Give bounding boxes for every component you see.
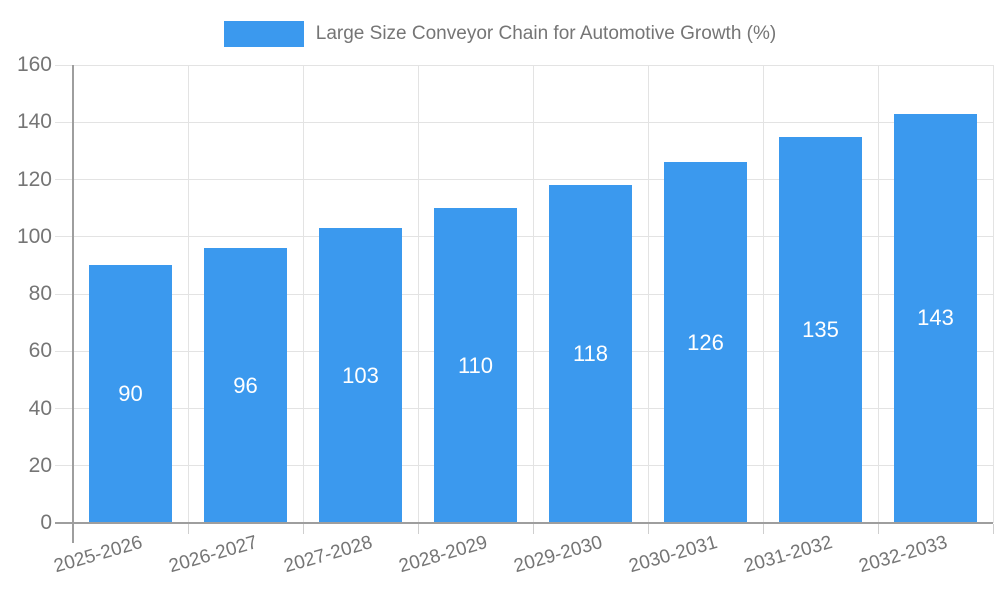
x-gridline	[992, 65, 994, 523]
y-axis-tick-label: 100	[16, 224, 52, 248]
y-gridline	[55, 64, 993, 66]
y-gridline	[55, 236, 993, 238]
x-gridline	[762, 65, 764, 523]
y-axis-tick-label: 120	[16, 167, 52, 191]
bar[interactable]: 143	[894, 113, 977, 523]
y-axis-tick-label: 60	[28, 339, 52, 363]
bar[interactable]: 110	[434, 208, 517, 523]
x-gridline	[417, 65, 419, 523]
bar[interactable]: 118	[549, 185, 632, 523]
bar-value-label: 135	[802, 316, 839, 342]
bar-value-label: 126	[687, 329, 724, 355]
x-axis-tick	[302, 524, 304, 534]
bar-value-label: 90	[118, 381, 143, 407]
x-axis-tick	[532, 524, 534, 534]
x-gridline	[532, 65, 534, 523]
legend[interactable]: Large Size Conveyor Chain for Automotive…	[0, 14, 1000, 54]
bar[interactable]: 126	[664, 162, 747, 523]
x-axis-tick	[992, 524, 994, 534]
y-axis-line	[72, 65, 74, 543]
y-gridline	[55, 465, 993, 467]
x-axis-tick	[417, 524, 419, 534]
x-gridline	[647, 65, 649, 523]
y-axis-tick-label: 0	[40, 511, 52, 534]
bar[interactable]: 96	[204, 248, 287, 523]
x-gridline	[187, 65, 189, 523]
y-axis-tick-label: 20	[28, 453, 52, 477]
bar-value-label: 103	[342, 362, 379, 388]
y-axis-tick-label: 40	[28, 396, 52, 420]
x-gridline	[877, 65, 879, 523]
y-axis-tick-label: 140	[16, 110, 52, 134]
x-gridline	[302, 65, 304, 523]
bar[interactable]: 103	[319, 228, 402, 523]
legend-label: Large Size Conveyor Chain for Automotive…	[315, 23, 777, 44]
bar[interactable]: 90	[89, 265, 172, 523]
legend-swatch[interactable]	[223, 21, 304, 47]
x-axis-tick	[647, 524, 649, 534]
x-axis-tick	[187, 524, 189, 534]
bar[interactable]: 135	[779, 136, 862, 523]
y-gridline	[55, 350, 993, 352]
y-gridline	[55, 293, 993, 295]
bar-value-label: 118	[572, 341, 609, 367]
x-axis-tick	[762, 524, 764, 534]
y-gridline	[55, 179, 993, 180]
x-axis-line	[55, 522, 993, 524]
y-axis-tick-label: 80	[28, 282, 52, 305]
bar-value-label: 110	[457, 352, 494, 378]
y-gridline	[55, 121, 993, 123]
y-axis-tick-label: 160	[16, 53, 52, 76]
bar-value-label: 96	[233, 372, 258, 398]
y-gridline	[55, 408, 993, 409]
x-axis-tick	[877, 524, 879, 534]
bar-value-label: 143	[917, 305, 954, 331]
